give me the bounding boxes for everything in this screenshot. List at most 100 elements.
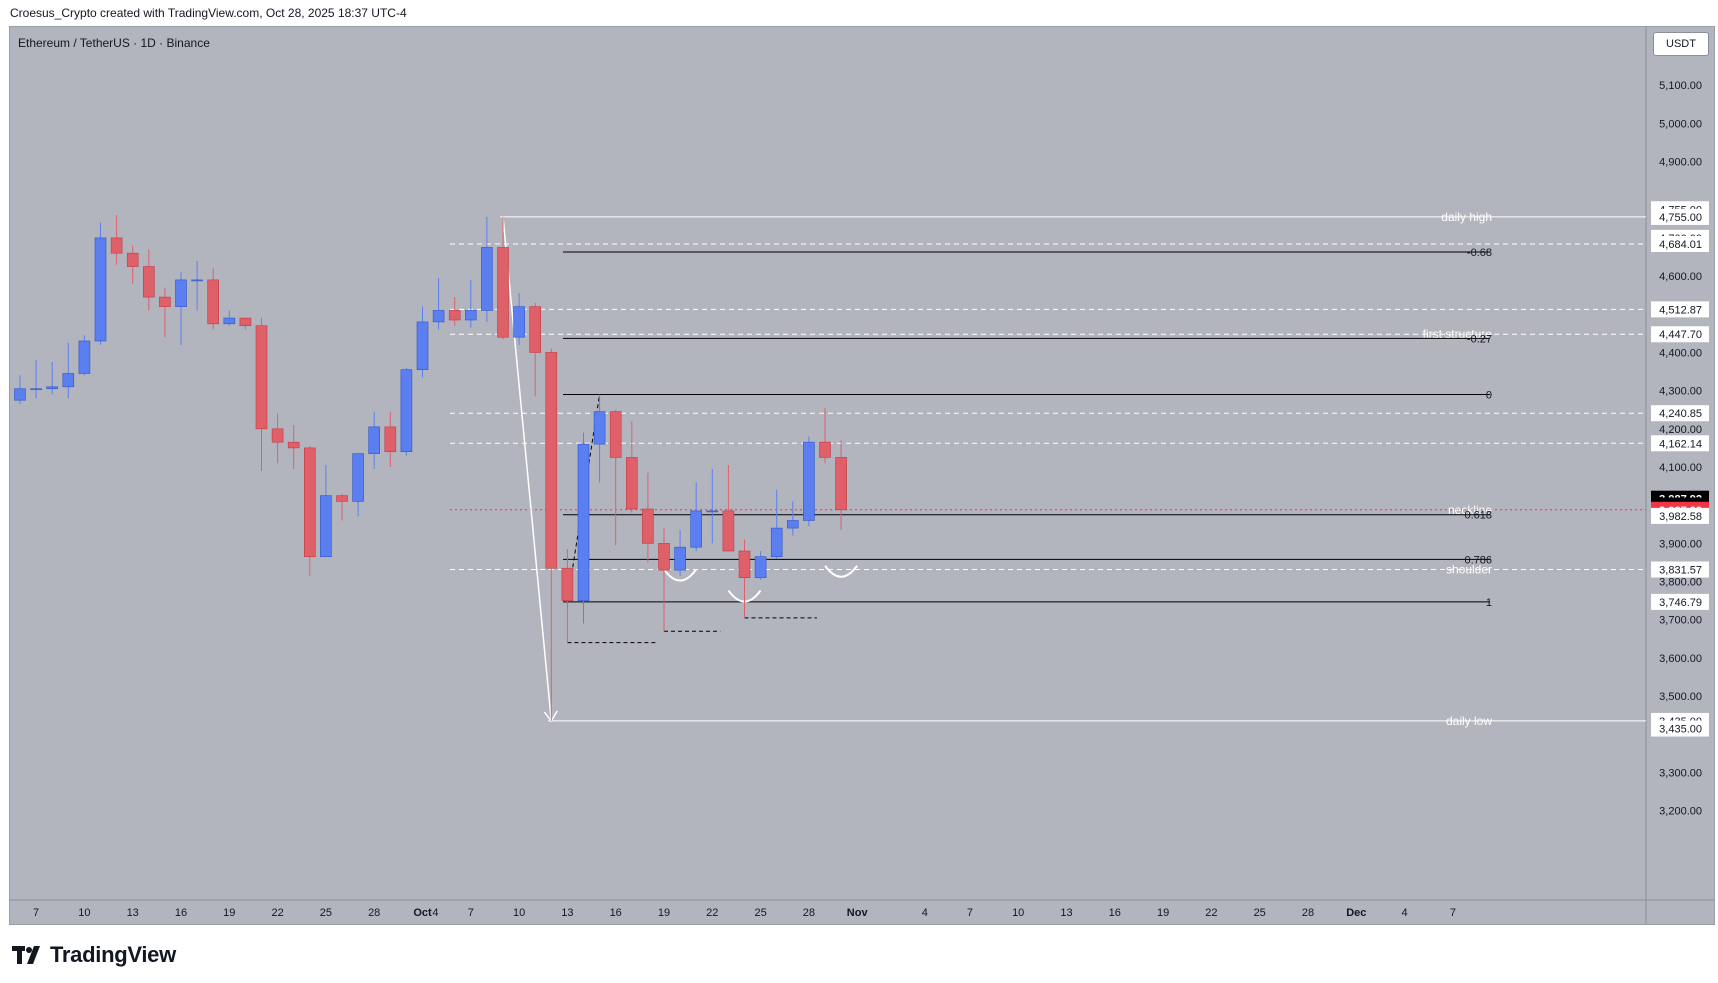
annotations (502, 216, 858, 723)
time-tick: 10 (1012, 907, 1024, 919)
time-tick: 13 (1060, 907, 1072, 919)
fib-label: 0.786 (1464, 554, 1492, 566)
chart-plot-area[interactable]: Ethereum / TetherUS · 1D · Binance daily… (9, 26, 1715, 925)
time-tick: 4 (1402, 907, 1408, 919)
level-label: daily low (1446, 714, 1492, 728)
candle-body (303, 447, 316, 558)
candle-body (722, 510, 735, 552)
candle-body (770, 527, 783, 558)
chart-credit: Croesus_Crypto created with TradingView.… (10, 6, 407, 20)
time-tick: 16 (1109, 907, 1121, 919)
candle-body (529, 306, 542, 353)
price-label-box (1651, 326, 1709, 343)
candle-body (126, 252, 139, 267)
symbol-title[interactable]: Ethereum / TetherUS · 1D · Binance (18, 36, 210, 50)
time-tick: Nov (847, 907, 869, 919)
time-axis[interactable]: 7 10 13 16 19 22 25 28 Oct 4 7 10 13 16 19 22 25 28 Nov 4 7 1… (33, 907, 1456, 919)
candle-body (336, 495, 348, 502)
time-tick: 25 (1254, 907, 1266, 919)
candle-body (223, 317, 236, 325)
price-label-text: 4,240.85 (1659, 408, 1702, 420)
candle-body (62, 373, 75, 388)
price-tick: 3,500.00 (1659, 691, 1702, 703)
candle-body (384, 426, 397, 453)
level-label: first structure (1423, 327, 1493, 341)
time-tick: 10 (78, 907, 90, 919)
time-tick: 16 (175, 907, 187, 919)
price-tick: 3,900.00 (1659, 538, 1702, 550)
candle-body (255, 325, 268, 430)
candle-body (625, 457, 638, 510)
candle-body (239, 317, 252, 327)
candle-body (754, 556, 767, 579)
candle-body (738, 550, 751, 579)
candle-body (207, 279, 219, 325)
fib-levels: -0.68 -0.27 0 0.618 0.786 1 (563, 247, 1492, 609)
level-label: daily high (1441, 210, 1492, 224)
time-tick: 7 (33, 907, 39, 919)
price-label-box (1651, 720, 1709, 737)
currency-button[interactable]: USDT (1653, 32, 1709, 56)
time-tick: 22 (706, 907, 718, 919)
candle-body (497, 247, 509, 338)
time-tick: 10 (513, 907, 525, 919)
candle-body (400, 369, 413, 453)
time-tick: 19 (223, 907, 235, 919)
price-label-text: 4,755.00 (1659, 212, 1702, 224)
fib-label: -0.27 (1467, 333, 1492, 345)
candle-body (642, 508, 654, 544)
candle-body (464, 310, 477, 321)
candle-body (368, 426, 381, 454)
candle-body (593, 411, 606, 445)
price-label-box (1651, 405, 1709, 422)
price-label-text: 4,512.87 (1659, 304, 1702, 316)
horizontal-levels: daily high first structure neckline shoulde… (450, 210, 1646, 728)
candle-body (287, 441, 300, 449)
candlestick-chart[interactable]: daily high first structure neckline shoulde… (10, 27, 1714, 924)
price-label-box (1651, 593, 1709, 610)
candle-body (609, 411, 622, 458)
fib-label: 0 (1486, 389, 1492, 401)
time-tick: 22 (1205, 907, 1217, 919)
candle-body (448, 310, 461, 321)
candle-body (577, 443, 590, 601)
fib-label: -0.68 (1467, 247, 1492, 259)
tradingview-logo-icon (12, 946, 40, 964)
candle-body (690, 510, 703, 548)
price-label-box (1651, 435, 1709, 452)
candle-body (320, 495, 332, 558)
price-label-box (1651, 301, 1709, 318)
head-shoulders-arc (824, 565, 858, 578)
time-tick: 19 (658, 907, 670, 919)
candle-body (78, 340, 91, 374)
price-label-text: 4,162.14 (1659, 438, 1702, 450)
price-tick: 4,900.00 (1659, 157, 1702, 169)
candle-body (706, 510, 719, 513)
candle-body (352, 453, 364, 502)
level-label: shoulder (1446, 563, 1492, 577)
price-label-box (1651, 507, 1709, 524)
price-label-text: 3,982.58 (1659, 511, 1702, 523)
price-tick: 4,100.00 (1659, 462, 1702, 474)
price-label-box (1651, 561, 1709, 578)
time-tick: 19 (1157, 907, 1169, 919)
price-tick: 4,300.00 (1659, 386, 1702, 398)
candle-body (803, 441, 815, 521)
candle-body (835, 457, 847, 511)
price-label-text: 3,831.57 (1659, 565, 1702, 577)
candle-body (658, 543, 670, 571)
head-shoulders-arc (663, 568, 697, 582)
price-label-text: 4,684.01 (1659, 239, 1702, 251)
time-tick: 13 (561, 907, 573, 919)
price-axis-labels: 4,755.004,755.004,700.004,684.014,512.87… (1651, 201, 1709, 737)
price-label-text: 3,435.00 (1659, 724, 1702, 736)
candle-body (481, 247, 493, 311)
price-axis[interactable]: 5,100.00 5,000.00 4,900.00 4,600.00 4,400.00… (1659, 80, 1702, 817)
candle-body (191, 279, 203, 282)
time-tick: 25 (320, 907, 332, 919)
time-tick: 28 (368, 907, 380, 919)
time-tick: 13 (127, 907, 139, 919)
candle-body (175, 279, 187, 307)
price-tick: 5,100.00 (1659, 80, 1702, 92)
level-label: neckline (1448, 503, 1492, 517)
